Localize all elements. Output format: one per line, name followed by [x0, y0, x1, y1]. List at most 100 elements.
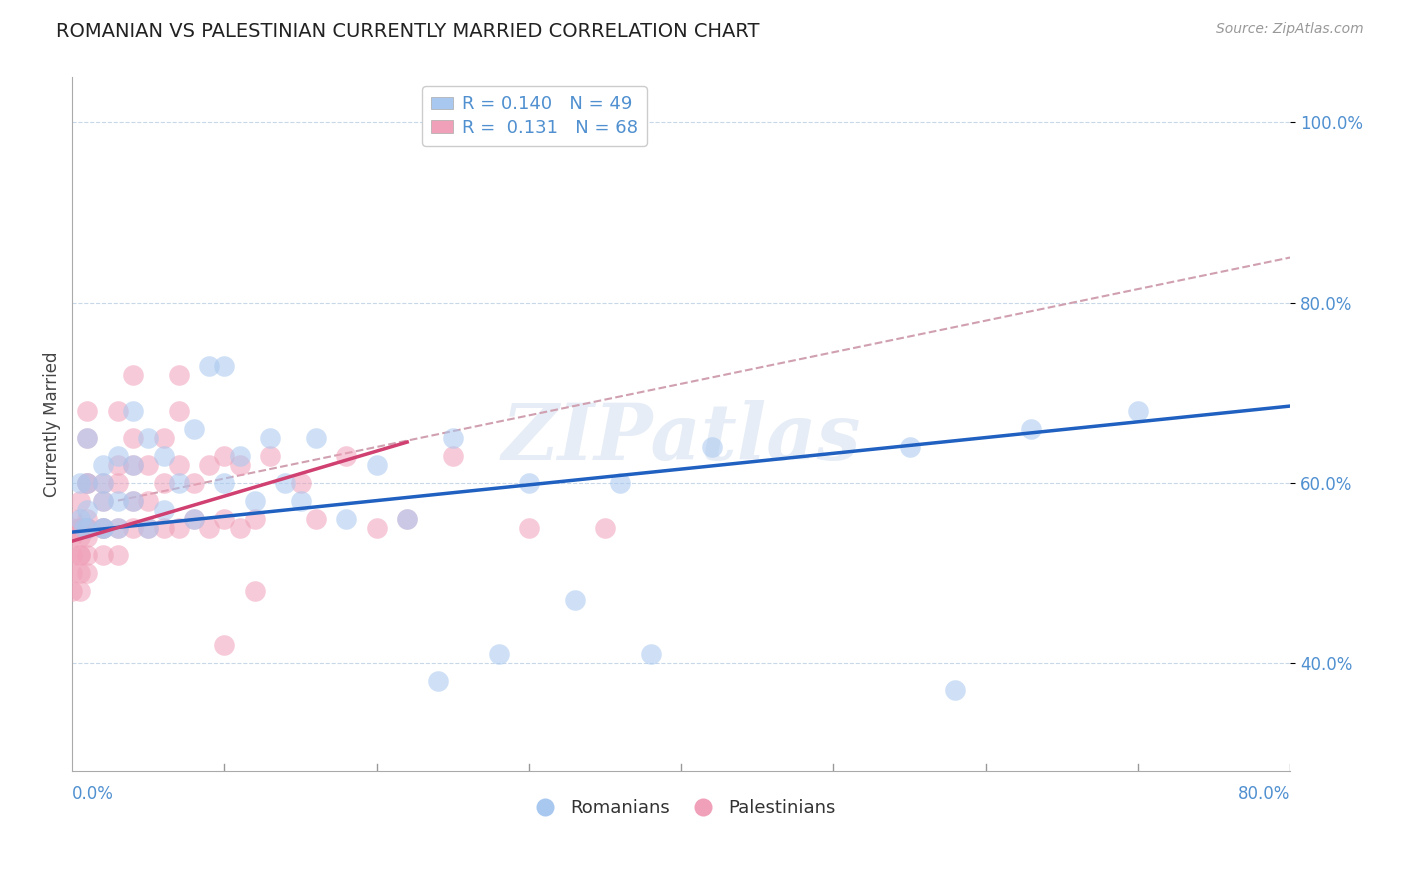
Point [426, 673, 449, 688]
Point [69, 566, 91, 580]
Point [396, 511, 419, 525]
Point [69, 530, 91, 544]
Point [138, 520, 160, 534]
Point [107, 403, 129, 417]
Point [107, 520, 129, 534]
Point [91, 548, 114, 562]
Point [488, 647, 510, 661]
Point [183, 511, 205, 525]
Point [441, 431, 464, 445]
Point [60, 511, 83, 525]
Point [138, 458, 160, 472]
Point [91, 520, 114, 534]
Point [243, 583, 266, 598]
Point [69, 548, 91, 562]
Point [138, 520, 160, 534]
Point [700, 440, 723, 454]
Point [107, 449, 129, 463]
Point [640, 647, 662, 661]
Point [305, 511, 328, 525]
Point [198, 520, 221, 534]
Point [60, 530, 83, 544]
Point [152, 475, 174, 490]
Point [69, 475, 91, 490]
Point [564, 592, 586, 607]
Point [122, 493, 145, 508]
Point [73, 520, 96, 534]
Point [183, 421, 205, 435]
Point [107, 493, 129, 508]
Point [69, 493, 91, 508]
Point [60, 566, 83, 580]
Point [943, 682, 966, 697]
Point [122, 493, 145, 508]
Point [152, 520, 174, 534]
Point [76, 530, 98, 544]
Point [1126, 403, 1149, 417]
Legend: Romanians, Palestinians: Romanians, Palestinians [520, 791, 842, 824]
Point [91, 475, 114, 490]
Point [76, 520, 98, 534]
Point [167, 520, 190, 534]
Point [214, 638, 236, 652]
Y-axis label: Currently Married: Currently Married [44, 351, 60, 497]
Point [228, 449, 250, 463]
Point [243, 493, 266, 508]
Point [107, 520, 129, 534]
Point [107, 458, 129, 472]
Point [107, 548, 129, 562]
Point [396, 511, 419, 525]
Point [138, 431, 160, 445]
Point [91, 493, 114, 508]
Point [517, 475, 540, 490]
Point [76, 475, 98, 490]
Text: ROMANIAN VS PALESTINIAN CURRENTLY MARRIED CORRELATION CHART: ROMANIAN VS PALESTINIAN CURRENTLY MARRIE… [56, 22, 759, 41]
Point [228, 520, 250, 534]
Text: 80.0%: 80.0% [1237, 785, 1291, 803]
Point [91, 458, 114, 472]
Point [183, 511, 205, 525]
Point [290, 475, 312, 490]
Point [214, 359, 236, 373]
Point [243, 511, 266, 525]
Point [60, 520, 83, 534]
Point [366, 458, 388, 472]
Point [1021, 421, 1043, 435]
Point [76, 475, 98, 490]
Point [60, 583, 83, 598]
Point [122, 458, 145, 472]
Point [76, 431, 98, 445]
Point [76, 548, 98, 562]
Point [122, 403, 145, 417]
Point [152, 449, 174, 463]
Point [91, 475, 114, 490]
Point [214, 449, 236, 463]
Point [76, 520, 98, 534]
Point [122, 431, 145, 445]
Point [69, 511, 91, 525]
Point [198, 359, 221, 373]
Point [167, 475, 190, 490]
Point [138, 493, 160, 508]
Point [91, 520, 114, 534]
Point [107, 475, 129, 490]
Point [305, 431, 328, 445]
Point [228, 458, 250, 472]
Point [91, 520, 114, 534]
Point [335, 511, 357, 525]
Point [91, 493, 114, 508]
Point [274, 475, 297, 490]
Point [122, 520, 145, 534]
Point [76, 403, 98, 417]
Point [183, 475, 205, 490]
Point [91, 520, 114, 534]
Point [366, 520, 388, 534]
Point [60, 548, 83, 562]
Point [335, 449, 357, 463]
Point [69, 548, 91, 562]
Point [898, 440, 921, 454]
Text: 0.0%: 0.0% [72, 785, 114, 803]
Text: ZIPatlas: ZIPatlas [502, 400, 860, 476]
Point [290, 493, 312, 508]
Point [76, 520, 98, 534]
